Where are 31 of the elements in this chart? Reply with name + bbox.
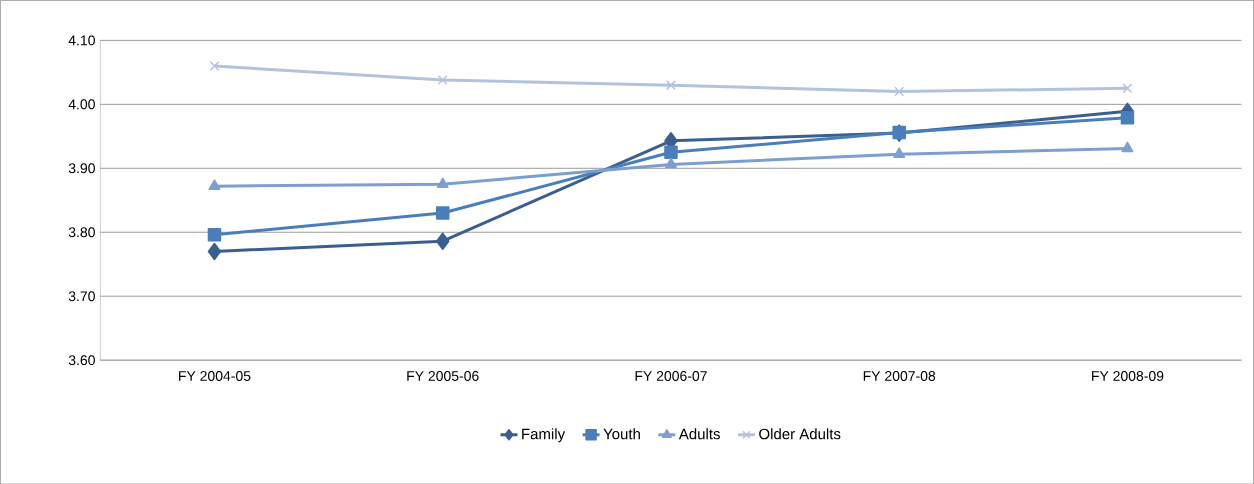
x-tick-label: FY 2008-09 — [1092, 370, 1164, 381]
point — [893, 147, 906, 158]
legend-label: Adults — [678, 428, 720, 440]
point — [435, 206, 450, 220]
legend-label: Youth — [603, 428, 640, 440]
point — [665, 157, 677, 168]
point — [1122, 83, 1133, 94]
point — [435, 232, 450, 250]
point — [894, 86, 905, 97]
y-tick-label: 4.00 — [68, 99, 95, 110]
point — [1121, 141, 1134, 152]
x-tick-label: FY 2004-05 — [179, 370, 251, 381]
point — [209, 60, 220, 71]
point — [436, 177, 449, 188]
y-tick-label: 3.90 — [68, 163, 95, 174]
x-tick-label: FY 2005-06 — [407, 370, 479, 381]
y-tick-label: 3.80 — [68, 227, 95, 237]
point — [1120, 110, 1135, 125]
point — [664, 145, 678, 159]
point — [208, 179, 221, 190]
point — [207, 242, 222, 260]
point — [665, 79, 676, 90]
y-tick-label: 3.70 — [68, 291, 95, 301]
legend-label: Older Adults — [759, 428, 841, 440]
y-tick-label: 4.10 — [68, 35, 95, 46]
point — [207, 227, 222, 242]
y-tick-label: 3.60 — [68, 354, 95, 365]
x-tick-label: FY 2007-08 — [863, 370, 936, 381]
legend-label: Family — [522, 428, 566, 443]
point — [437, 74, 448, 85]
x-tick-label: FY 2006-07 — [635, 370, 707, 381]
